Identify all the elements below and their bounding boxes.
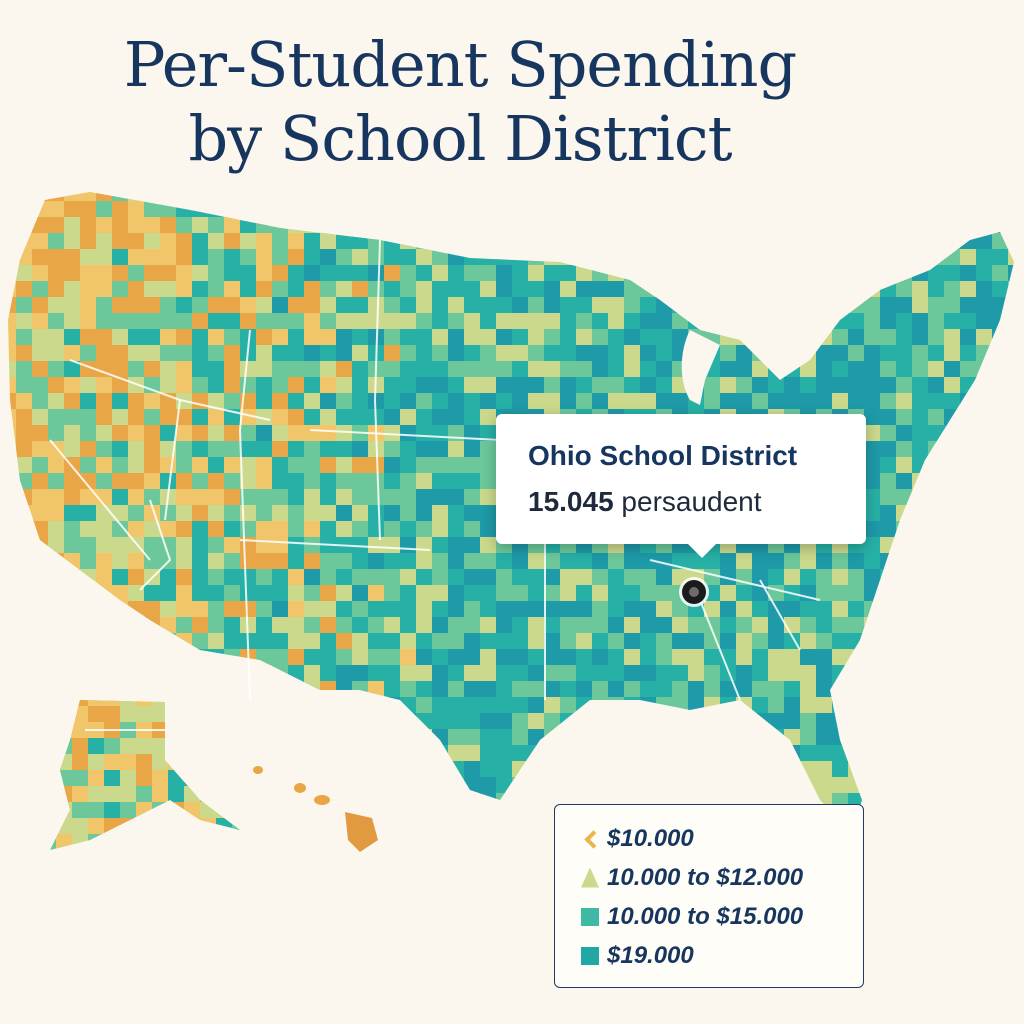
lake-michigan [681,315,800,405]
legend-label: $19.000 [607,941,694,969]
legend-swatch [581,907,599,926]
hawaii [253,766,378,852]
title-line-2: by School District [188,102,732,175]
state-boundaries [49,239,821,731]
legend-label: 10.000 to $15.000 [607,902,804,930]
alaska [50,700,240,850]
triangle-icon [581,867,599,888]
title-line-1: Per-Student Spending [123,28,797,101]
legend-item: 10.000 to $12.000 [581,858,863,897]
tooltip-title: Ohio School District [528,440,798,471]
map-legend: $10.000 10.000 to $12.000 10.000 to $15.… [554,804,864,988]
legend-label: 10.000 to $12.000 [607,863,804,891]
legend-item: $10.000 [581,819,863,858]
legend-label: $10.000 [607,824,694,852]
location-pin-icon[interactable] [682,580,706,604]
map-title: Per-Student Spending by School District [0,28,920,176]
tooltip-value-line: 15.045 persaudent [528,486,866,518]
chevron-left-icon [581,830,599,848]
legend-item: $19.000 [581,936,863,975]
tooltip-value: 15.045 [528,486,614,517]
legend-swatch [581,946,599,965]
legend-item: 10.000 to $15.000 [581,897,863,936]
district-tooltip: Ohio School District 15.045 persaudent [496,414,866,558]
tooltip-unit: persaudent [621,486,762,517]
